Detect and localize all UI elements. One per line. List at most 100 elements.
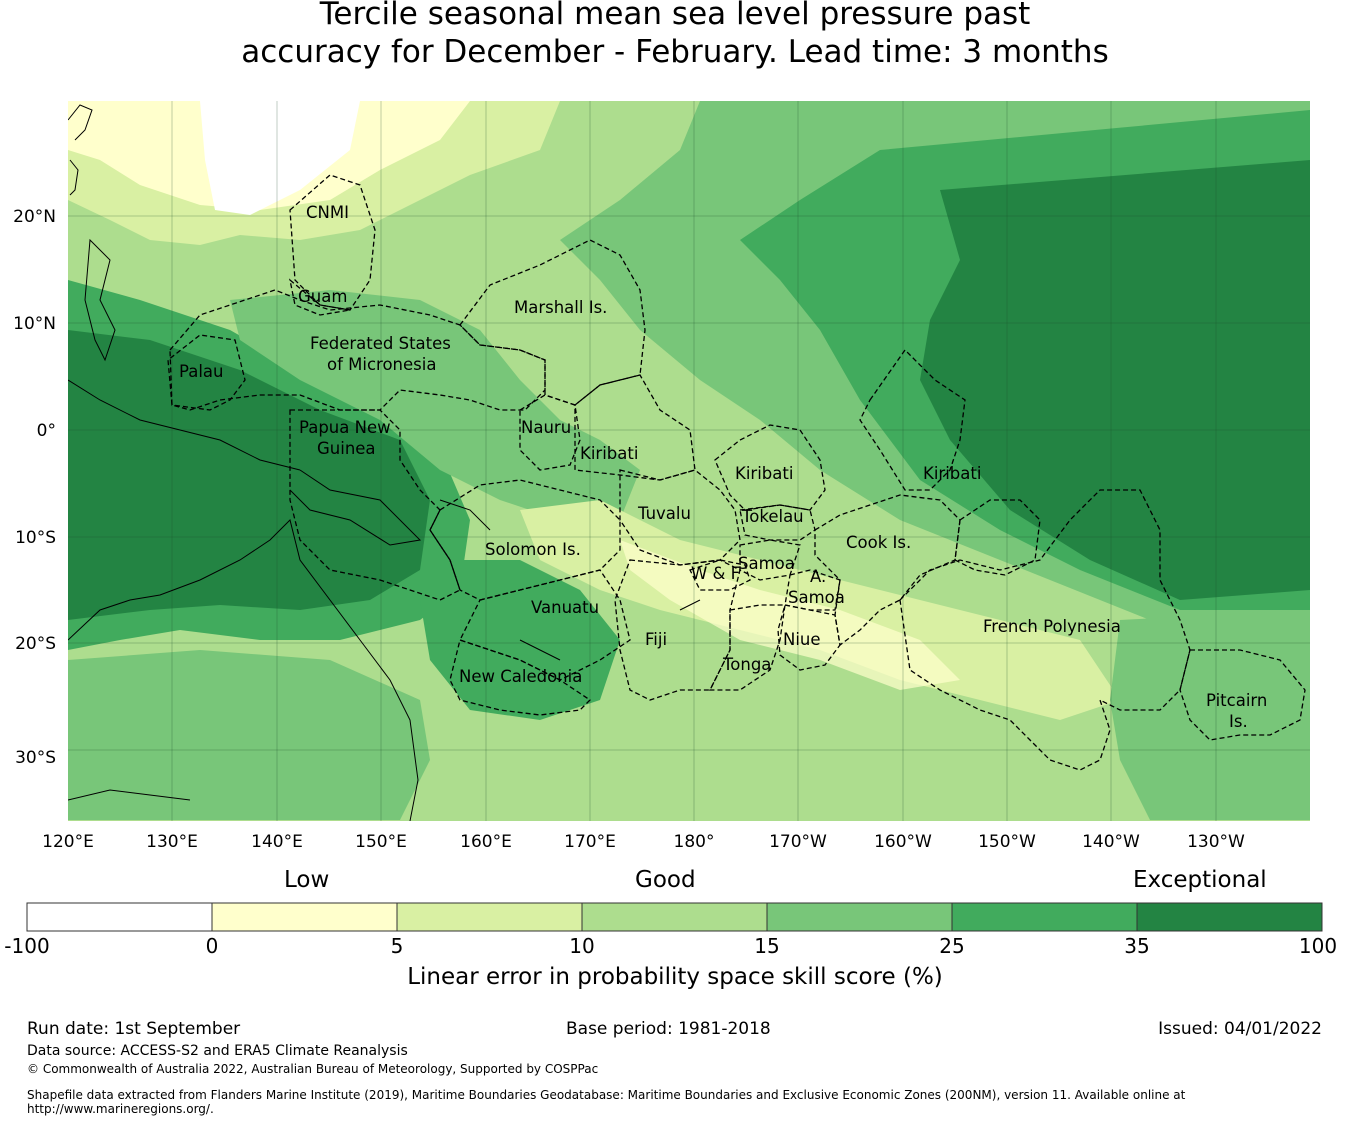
lon-tick: 140°E (251, 832, 303, 852)
title-line-2: accuracy for December - February. Lead t… (241, 34, 1109, 70)
run-date: Run date: 1st September (27, 1019, 241, 1039)
lat-tick: 0° (37, 421, 56, 441)
label-amsamoa-2: Samoa (788, 588, 845, 607)
gridlines (68, 101, 1310, 821)
eez-new-caledonia (449, 639, 592, 716)
lon-tick: 170°W (769, 832, 827, 852)
base-period: Base period: 1981-2018 (566, 1019, 771, 1039)
coast-indonesia (68, 379, 301, 471)
lon-tick-labels: 120°E 130°E 140°E 150°E 160°E 170°E 180°… (42, 832, 1245, 852)
coast-philippines (84, 238, 116, 362)
colorbar-title: Linear error in probability space skill … (407, 964, 943, 990)
label-cook: Cook Is. (846, 533, 911, 552)
colorbar-segment-0-5 (211, 902, 398, 932)
lon-tick: 180° (674, 832, 715, 852)
colorbar-tick: 15 (754, 934, 780, 958)
label-cnmi: CNMI (306, 203, 349, 222)
field-0-5-s (620, 540, 960, 690)
label-tokelau: Tokelau (741, 507, 804, 526)
label-new-caledonia: New Caledonia (459, 667, 582, 686)
eez-cnmi (289, 174, 376, 311)
label-kiribati-1: Kiribati (580, 444, 638, 463)
eez-nauru (519, 394, 581, 471)
label-kiribati-3: Kiribati (923, 464, 981, 483)
eez-palau (167, 334, 246, 411)
label-tuvalu: Tuvalu (637, 504, 691, 523)
eez-kiribati-line (859, 348, 966, 491)
field-35-100-w (68, 330, 430, 620)
eez-marshall (459, 239, 646, 406)
lon-tick: 120°E (42, 832, 94, 852)
field-neg-nw (200, 101, 360, 215)
colorbar-tick: -100 (4, 934, 50, 958)
lon-tick: 170°E (564, 832, 616, 852)
region-labels: CNMI Guam Marshall Is. Federated States … (179, 203, 1267, 731)
title-line-1: Tercile seasonal mean sea level pressure… (319, 0, 1031, 32)
shapefile-credit: Shapefile data extracted from Flanders M… (27, 1088, 1186, 1116)
colorbar-segment-25-35 (951, 902, 1138, 932)
colorbar-segment-5-10 (396, 902, 583, 932)
eez-wallis-futuna (689, 559, 751, 591)
colorbar-tick: 0 (205, 934, 219, 958)
map: CNMI Guam Marshall Is. Federated States … (13, 101, 1310, 852)
coast-png (289, 469, 422, 546)
label-palau: Palau (179, 362, 223, 381)
colorbar-segment-35-100 (1136, 902, 1323, 932)
label-solomon: Solomon Is. (485, 540, 581, 559)
eez-kiribati-gilbert (574, 374, 696, 481)
eez-vanuatu (459, 569, 631, 681)
colorbar-category-low: Low (284, 867, 330, 893)
label-tonga: Tonga (722, 655, 771, 674)
eez-fsm (169, 289, 546, 411)
label-fsm-1: Federated States (310, 334, 451, 353)
label-pitcairn-1: Pitcairn (1206, 691, 1267, 710)
label-fsm-2: of Micronesia (327, 355, 436, 374)
lon-tick: 150°E (355, 832, 407, 852)
lat-tick: 20°N (13, 207, 56, 227)
colorbar (26, 902, 1323, 932)
label-pitcairn-2: Is. (1229, 712, 1248, 731)
coast-new-caledonia (519, 639, 561, 661)
label-vanuatu: Vanuatu (531, 598, 599, 617)
field-35-100-ne (920, 160, 1310, 600)
eez-pitcairn (1179, 649, 1306, 741)
eez-boundaries (167, 174, 1306, 771)
lat-tick: 10°N (13, 314, 56, 334)
field-15-25-sw (68, 650, 430, 820)
lat-tick-labels: 20°N 10°N 0° 10°S 20°S 30°S (13, 207, 56, 768)
copyright: © Commonwealth of Australia 2022, Austra… (27, 1062, 599, 1076)
label-marshall: Marshall Is. (514, 298, 607, 317)
label-samoa: Samoa (738, 554, 795, 573)
field-15-25-mic (230, 290, 640, 520)
lon-tick: 140°W (1082, 832, 1140, 852)
lon-tick: 130°E (146, 832, 198, 852)
colorbar-segment-neg (26, 902, 213, 932)
label-wallis: W & F (691, 564, 740, 583)
colorbar-category-exceptional: Exceptional (1133, 867, 1267, 893)
colorbar-tick: 35 (1124, 934, 1150, 958)
eez-kiribati-phoenix (714, 424, 826, 511)
eez-fiji (614, 559, 741, 701)
coast-australia (68, 519, 419, 821)
eez-american-samoa (784, 569, 841, 611)
coast-taiwan (69, 159, 79, 196)
colorbar-category-good: Good (635, 867, 696, 893)
lon-tick: 150°W (978, 832, 1036, 852)
colorbar-segment-15-25 (766, 902, 953, 932)
lat-tick: 10°S (15, 528, 56, 548)
coast-fiji (679, 599, 701, 611)
label-fiji: Fiji (645, 630, 667, 649)
eez-tokelau (739, 504, 816, 541)
label-nauru: Nauru (521, 418, 571, 437)
colorbar-tick: 100 (1298, 934, 1338, 958)
colorbar-tick: 5 (390, 934, 404, 958)
colorbar-segment-10-15 (581, 902, 768, 932)
eez-tuvalu (619, 469, 741, 566)
label-guam: Guam (298, 287, 347, 306)
label-png-2: Guinea (317, 439, 376, 458)
label-png-1: Papua New (299, 418, 391, 437)
eez-french-polynesia (899, 489, 1191, 771)
coast-australia-south (68, 789, 191, 801)
colorbar-tick: 25 (939, 934, 965, 958)
lat-tick: 20°S (15, 634, 56, 654)
